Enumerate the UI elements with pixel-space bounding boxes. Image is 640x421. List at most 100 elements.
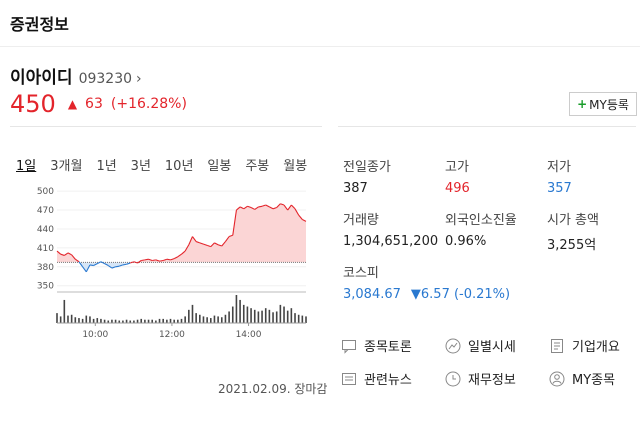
volume-bar [301,315,304,323]
tab-1day[interactable]: 1일 [16,159,37,174]
price-line-segment [287,204,292,211]
link-label: 기업개요 [572,340,620,355]
tab-3year[interactable]: 3년 [130,159,151,174]
y-tick-label: 410 [37,244,54,254]
current-price: 450 [10,90,56,118]
stat-value: 1,304,651,200 [343,234,439,249]
price-line-segment [188,236,193,245]
price-line-segment [97,261,102,265]
link-news[interactable]: 관련뉴스 [341,369,412,388]
volume-bar [100,318,102,323]
price-line-segment [159,259,164,262]
price-line-segment [67,252,72,256]
stat-label: 거래량 [343,213,379,228]
price-change: 63 [85,96,103,112]
volume-bar [111,319,113,323]
volume-bar [56,313,58,323]
price-line-segment [294,208,300,216]
price-line-segment [243,205,248,210]
link-company-overview[interactable]: 기업개요 [549,336,620,355]
news-icon [341,371,357,387]
price-line-segment [119,264,124,267]
volume-bar [92,318,95,323]
stat-label: 고가 [445,160,469,175]
volume-bar [169,318,172,323]
volume-bar [177,319,179,323]
x-tick-label: 10:00 [82,330,108,340]
chat-icon [341,338,357,354]
price-line-segment [280,203,285,206]
volume-bar [67,315,69,323]
volume-bar [235,295,238,323]
stat-volume: 거래량 1,304,651,200 [343,209,438,249]
volume-bar [140,318,143,323]
price-line-segment [247,205,252,209]
chevron-right-icon[interactable]: › [136,71,142,87]
stat-value: 3,255억 [547,238,597,253]
volume-bar [257,311,260,323]
stock-name[interactable]: 이아이디 [10,68,73,88]
tab-1year[interactable]: 1년 [96,159,117,174]
volume-bar [133,320,135,323]
index-change: ▼6.57 (-0.21%) [410,287,511,302]
volume-bar [268,309,271,323]
stat-value: 387 [343,181,368,196]
volume-bar [118,320,121,323]
price-line-segment [71,254,76,260]
price-line-segment [60,253,65,256]
volume-bar [195,313,197,323]
tab-monthly[interactable]: 월봉 [283,159,308,174]
link-label: 일별시세 [468,340,516,355]
y-tick-label: 470 [37,206,54,216]
price-line-segment [276,203,281,208]
intraday-chart[interactable]: 500 470 440 410 380 350 10:00 12:00 14:00 [0,180,320,350]
y-tick-label: 440 [37,225,54,235]
price-line-segment [93,263,98,267]
tab-daily[interactable]: 일봉 [207,159,232,174]
stat-low: 저가 357 [547,156,572,196]
my-add-button[interactable]: + MY등록 [569,92,637,116]
link-my-stocks[interactable]: MY종목 [549,369,615,388]
stat-index[interactable]: 코스피 3,084.67 ▼6.57 (-0.21%) [343,262,510,302]
stat-value: 0.96% [445,234,487,249]
price-line-segment [283,204,289,211]
volume-bar [188,309,190,323]
link-discussion[interactable]: 종목토론 [341,336,412,355]
volume-bar [231,306,234,323]
volume-bar [63,299,66,323]
price-line-segment [137,260,142,264]
price-line-segment [232,209,237,236]
volume-bar [136,319,139,323]
price-line-segment [107,265,113,269]
price-line-segment [195,241,200,244]
stock-title[interactable]: 이아이디 093230 › [10,63,142,88]
plus-icon: + [577,97,588,111]
tab-weekly[interactable]: 주봉 [245,159,270,174]
volume-bar [279,304,282,323]
volume-bar [264,308,267,323]
list-icon [549,338,565,354]
volume-bar [272,312,274,323]
index-name[interactable]: 코스피 [343,266,379,281]
tab-10year[interactable]: 10년 [164,159,194,174]
volume-bar [217,316,219,323]
link-financials[interactable]: 재무정보 [445,369,516,388]
link-daily-quotes[interactable]: 일별시세 [445,336,516,355]
price-line-segment [290,204,296,210]
triangle-up-icon: ▲ [67,97,78,111]
volume-bar [155,320,157,323]
header: 증권정보 [0,0,640,47]
volume-bar [290,308,293,323]
link-label: 관련뉴스 [364,373,412,388]
link-label: MY종목 [572,373,616,388]
volume-bar [209,318,212,323]
index-value: 3,084.67 [343,287,401,302]
stat-label: 외국인소진율 [445,213,517,228]
x-tick-label: 14:00 [236,330,262,340]
price-line-segment [269,206,274,210]
tab-3month[interactable]: 3개월 [50,159,83,174]
volume-bar [202,316,205,323]
index-values: 3,084.67 ▼6.57 (-0.21%) [343,287,510,302]
volume-bar [70,314,73,323]
price-line-segment [177,253,182,258]
